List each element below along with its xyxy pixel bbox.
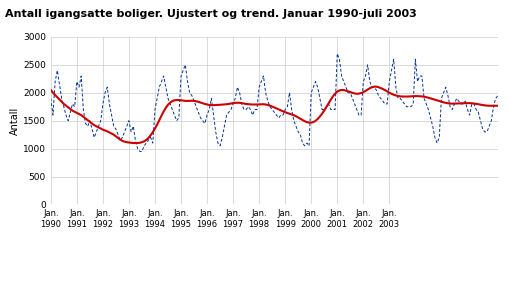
Antall boliger, trend bbox=[464, 101, 470, 105]
Antall boliger, trend bbox=[419, 95, 425, 98]
Antall boliger, ujustert bbox=[425, 108, 431, 111]
Antall boliger, trend bbox=[174, 98, 180, 102]
Antall boliger, ujustert bbox=[464, 108, 470, 111]
Antall boliger, trend bbox=[371, 85, 377, 88]
Y-axis label: Antall: Antall bbox=[10, 106, 20, 135]
Antall boliger, trend bbox=[391, 93, 397, 97]
Line: Antall boliger, ujustert: Antall boliger, ujustert bbox=[51, 54, 498, 151]
Antall boliger, ujustert bbox=[391, 58, 397, 61]
Antall boliger, ujustert bbox=[48, 97, 54, 100]
Antall boliger, trend bbox=[495, 104, 501, 107]
Antall boliger, ujustert bbox=[495, 94, 501, 97]
Antall boliger, trend bbox=[425, 96, 431, 99]
Antall boliger, ujustert bbox=[174, 119, 180, 122]
Antall boliger, trend bbox=[332, 92, 338, 95]
Line: Antall boliger, trend: Antall boliger, trend bbox=[51, 87, 498, 143]
Antall boliger, ujustert bbox=[137, 150, 143, 153]
Text: Antall igangsatte boliger. Ujustert og trend. Januar 1990-juli 2003: Antall igangsatte boliger. Ujustert og t… bbox=[5, 9, 417, 18]
Antall boliger, ujustert bbox=[419, 74, 425, 78]
Antall boliger, ujustert bbox=[334, 52, 340, 55]
Antall boliger, ujustert bbox=[332, 108, 338, 111]
Antall boliger, trend bbox=[48, 88, 54, 92]
Antall boliger, trend bbox=[130, 141, 136, 145]
